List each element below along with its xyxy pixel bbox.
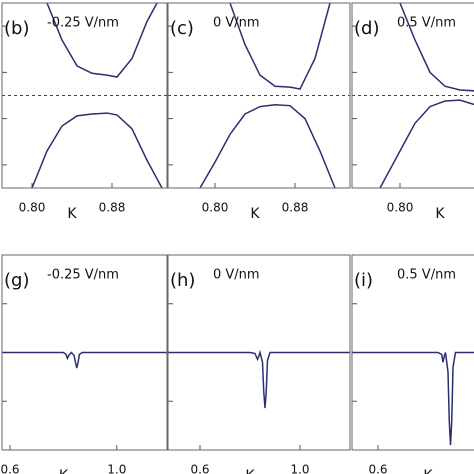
curve (168, 349, 350, 409)
panel-title: -0.25 V/nm (47, 16, 119, 31)
frame (351, 254, 474, 451)
panel-title: 0 V/nm (213, 16, 260, 31)
plot-area (352, 303, 474, 450)
panel-label: (h) (170, 270, 195, 291)
panel-label: (i) (354, 270, 373, 291)
frame (167, 2, 351, 189)
panel-label: (b) (4, 18, 29, 39)
frame (1, 2, 168, 189)
curve (379, 99, 474, 188)
curve (2, 351, 167, 369)
x-tick-label: 0.80 (387, 201, 414, 215)
x-tick-label: 0.6 (368, 463, 387, 474)
x-tick-label: 0.88 (282, 201, 309, 215)
curve (46, 3, 158, 78)
plot-area (168, 3, 350, 188)
x-tick-label: 0.80 (19, 201, 46, 215)
x-axis-label: K (59, 468, 69, 474)
curve (399, 3, 474, 92)
x-axis-label: K (245, 468, 255, 474)
frame (1, 254, 168, 451)
frame (167, 254, 351, 451)
x-tick-label: 1.0 (107, 463, 126, 474)
plot-area (352, 3, 474, 188)
curve (229, 3, 331, 90)
x-axis-label: K (250, 206, 260, 222)
panel-label: (d) (354, 18, 379, 39)
frame (351, 2, 474, 189)
plot-area (2, 303, 167, 450)
panel-title: 0.5 V/nm (397, 268, 456, 283)
plot-area (2, 3, 167, 188)
curve (199, 103, 336, 188)
x-tick-label: 0.88 (99, 201, 126, 215)
x-tick-label: 0.6 (190, 463, 209, 474)
x-axis-label: K (435, 206, 445, 222)
x-tick-label: 0.6 (0, 463, 19, 474)
panel-title: 0.5 V/nm (397, 16, 456, 31)
x-axis-label: K (67, 206, 77, 222)
x-tick-label: 0.80 (202, 201, 229, 215)
panel-label: (g) (4, 270, 29, 291)
panel-label: (c) (170, 18, 194, 39)
curve (352, 351, 474, 446)
plot-area (168, 303, 350, 450)
panel-title: 0 V/nm (213, 268, 260, 283)
x-tick-label: 1.0 (290, 463, 309, 474)
curve (31, 112, 163, 188)
x-axis-label: K (423, 468, 433, 474)
panel-title: -0.25 V/nm (47, 268, 119, 283)
